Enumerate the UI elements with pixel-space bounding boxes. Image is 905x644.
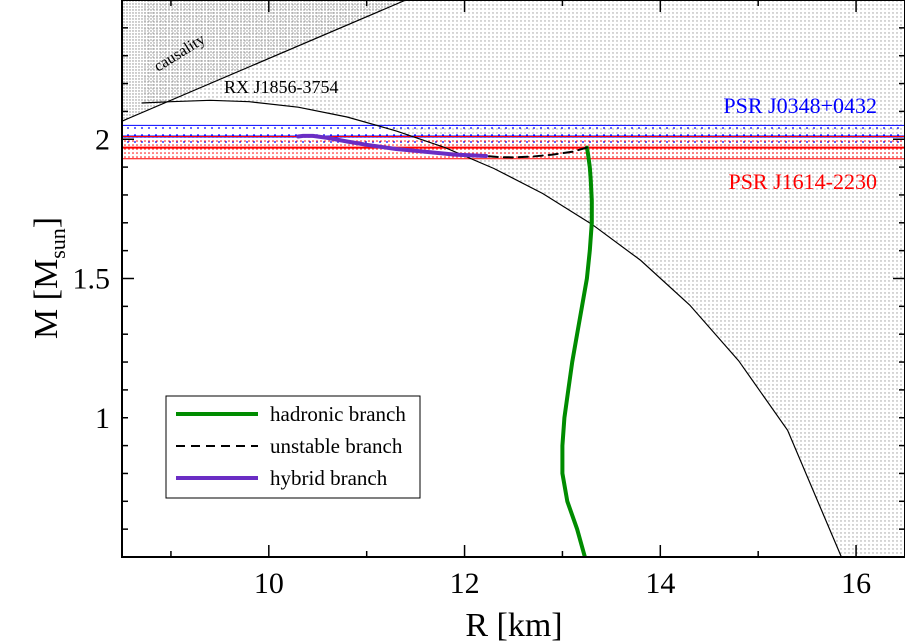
x-tick-label: 12 — [450, 567, 480, 600]
psr-j1614-label: PSR J1614-2230 — [728, 169, 877, 194]
legend-label-hadronic: hadronic branch — [270, 402, 406, 426]
x-tick-label: 14 — [645, 567, 675, 600]
x-axis-label: R [km] — [465, 607, 562, 644]
y-axis-label-sub: sun — [45, 228, 70, 259]
rx-j1856-curve — [141, 99, 842, 557]
psr-j0348-label: PSR J0348+0432 — [723, 93, 877, 118]
axis-ticks: 10 12 14 16 1 1.5 2 — [73, 0, 905, 600]
x-tick-label: 10 — [254, 567, 284, 600]
hadronic-branch-line — [560, 145, 594, 557]
causality-line — [122, 0, 407, 122]
y-axis-label-close: ] — [28, 217, 65, 228]
hybrid-branch-line — [296, 133, 489, 158]
y-axis-label: M [Msun] — [28, 217, 70, 339]
rx-j1856-label: RX J1856-3754 — [224, 77, 339, 97]
y-tick-label: 1 — [95, 402, 110, 435]
y-tick-label: 2 — [95, 123, 110, 156]
legend-label-unstable: unstable branch — [270, 434, 403, 458]
unstable-branch-line — [485, 146, 588, 159]
legend-label-hybrid: hybrid branch — [270, 466, 388, 490]
x-tick-label: 16 — [841, 567, 871, 600]
y-tick-label: 1.5 — [73, 263, 111, 296]
legend: hadronic branch unstable branch hybrid b… — [165, 395, 421, 499]
y-axis-label-main: M [M — [28, 259, 65, 339]
